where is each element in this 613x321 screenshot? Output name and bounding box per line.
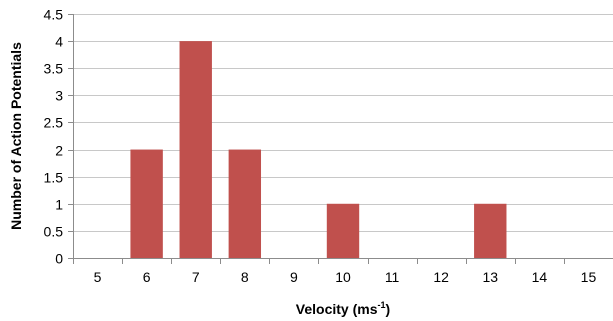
x-tick-label: 7 [192, 269, 200, 285]
y-tick-label: 3 [55, 88, 63, 104]
bar-6 [130, 149, 163, 258]
y-tick-label: 2 [55, 143, 63, 159]
x-tick-label: 11 [385, 269, 400, 285]
y-tick-label: 4.5 [44, 7, 64, 23]
x-axis-title: Velocity (ms-1) [296, 300, 390, 317]
x-axis-title-suffix: ) [386, 301, 391, 317]
bars [130, 41, 507, 258]
y-tick-label: 0 [55, 251, 63, 267]
x-tick-label: 10 [335, 269, 351, 285]
x-axis-title-main: Velocity (ms [296, 301, 378, 317]
x-tick-label: 8 [241, 269, 249, 285]
y-tick-label: 4 [55, 34, 63, 50]
x-tick-label: 14 [532, 269, 548, 285]
x-tick-label: 12 [433, 269, 449, 285]
x-tick-label: 13 [482, 269, 498, 285]
axes [68, 14, 613, 264]
x-tick-label: 9 [290, 269, 298, 285]
bar-7 [179, 41, 212, 258]
x-tick-label: 5 [94, 269, 102, 285]
x-tick-label: 6 [143, 269, 151, 285]
x-axis-title-superscript: -1 [378, 300, 386, 310]
x-tick-labels: 5 6 7 8 9 10 11 12 13 14 15 [94, 269, 597, 285]
y-axis-title: Number of Action Potentials [8, 42, 24, 230]
y-tick-label: 0.5 [44, 224, 64, 240]
y-tick-label: 3.5 [44, 61, 64, 77]
y-tick-label: 1.5 [44, 170, 64, 186]
y-tick-labels: 0 0.5 1 1.5 2 2.5 3 3.5 4 4.5 [44, 7, 64, 267]
y-tick-label: 1 [55, 197, 63, 213]
y-tick-label: 2.5 [44, 115, 64, 131]
gridlines [73, 14, 613, 232]
x-tick-label: 15 [581, 269, 597, 285]
bar-13 [474, 203, 507, 258]
bar-10 [326, 203, 360, 258]
bar-8 [228, 149, 262, 258]
